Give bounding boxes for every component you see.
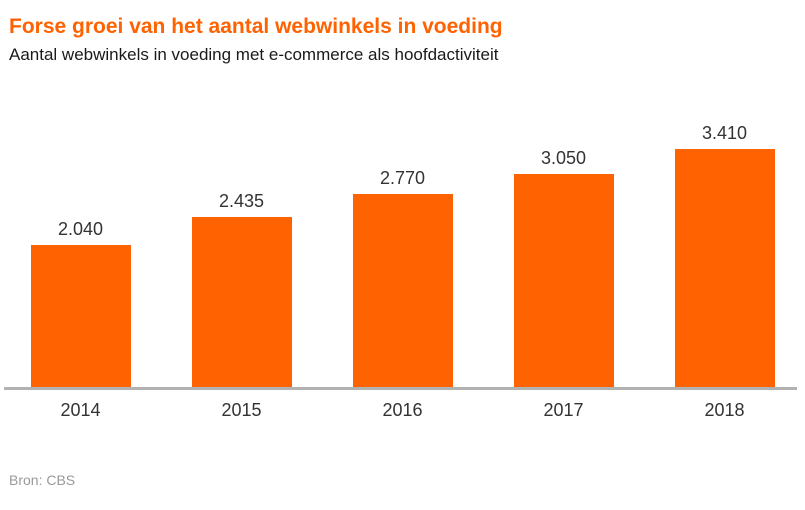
x-tick-label-2018: 2018	[704, 400, 745, 420]
bar-group-2014: 2.040	[0, 220, 161, 387]
bar-value-label-2018: 3.410	[701, 123, 748, 143]
x-tick-label-2015: 2015	[221, 400, 262, 420]
x-axis-labels: 2014 2015 2016 2017 2018	[0, 401, 805, 419]
bar-group-2015: 2.435	[161, 192, 322, 387]
chart-header: Forse groei van het aantal webwinkels in…	[0, 0, 805, 66]
bar-group-2018: 3.410	[644, 124, 805, 387]
bar-value-label-2014: 2.040	[57, 219, 104, 239]
bar-2017	[513, 174, 614, 387]
bar-value-label-2015: 2.435	[218, 191, 265, 211]
x-tick-label-2014: 2014	[60, 400, 101, 420]
bars-row: 2.040 2.435 2.770 3.050 3.410	[0, 100, 805, 387]
bar-group-2017: 3.050	[483, 149, 644, 387]
bar-2018	[674, 149, 775, 387]
bar-value-label-2016: 2.770	[379, 168, 426, 188]
bar-2014	[30, 245, 131, 387]
x-tick-label-2016: 2016	[382, 400, 423, 420]
x-tick-label-2017: 2017	[543, 400, 584, 420]
x-axis-line	[4, 387, 797, 390]
bar-2016	[352, 194, 453, 387]
bar-value-label-2017: 3.050	[540, 148, 587, 168]
chart-title: Forse groei van het aantal webwinkels in…	[9, 15, 503, 38]
bar-chart: 2.040 2.435 2.770 3.050 3.410 2014 2015 2016 20…	[0, 100, 805, 419]
chart-subtitle: Aantal webwinkels in voeding met e-comme…	[9, 45, 499, 65]
source-caption: Bron: CBS	[9, 472, 76, 488]
bar-2015	[191, 217, 292, 387]
bar-group-2016: 2.770	[322, 169, 483, 387]
